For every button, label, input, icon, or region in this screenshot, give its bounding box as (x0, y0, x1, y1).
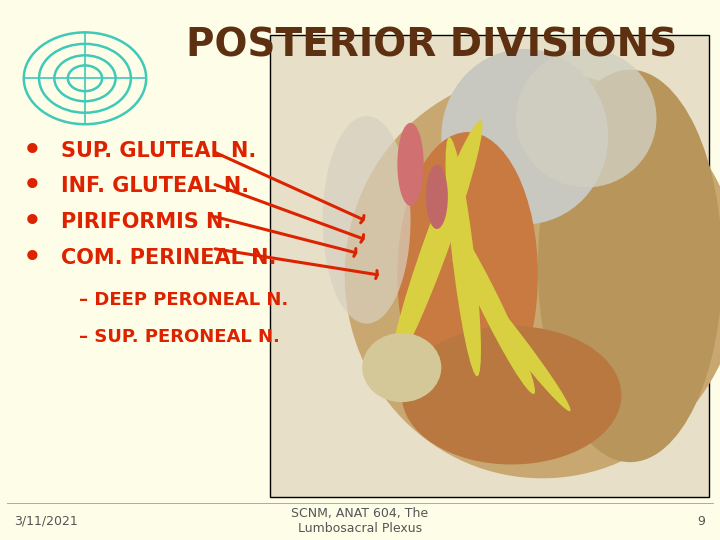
Text: •: • (23, 137, 42, 165)
Ellipse shape (446, 137, 481, 376)
Text: SUP. GLUTEAL N.: SUP. GLUTEAL N. (61, 141, 256, 161)
Ellipse shape (397, 123, 423, 206)
Ellipse shape (345, 72, 720, 478)
Text: INF. GLUTEAL N.: INF. GLUTEAL N. (61, 176, 249, 197)
Text: •: • (23, 244, 42, 272)
Text: PIRIFORMIS N.: PIRIFORMIS N. (61, 212, 231, 233)
Ellipse shape (391, 120, 482, 366)
Ellipse shape (441, 49, 608, 225)
Ellipse shape (444, 212, 535, 394)
Ellipse shape (453, 259, 570, 411)
Ellipse shape (323, 116, 410, 323)
Text: SCNM, ANAT 604, The
Lumbosacral Plexus: SCNM, ANAT 604, The Lumbosacral Plexus (292, 507, 428, 535)
Text: 9: 9 (698, 515, 706, 528)
Text: •: • (23, 208, 42, 237)
Text: POSTERIOR DIVISIONS: POSTERIOR DIVISIONS (186, 27, 678, 65)
Text: 3/11/2021: 3/11/2021 (14, 515, 78, 528)
Text: – SUP. PERONEAL N.: – SUP. PERONEAL N. (79, 328, 280, 347)
Text: •: • (23, 172, 42, 200)
Text: – DEEP PERONEAL N.: – DEEP PERONEAL N. (79, 291, 289, 309)
Ellipse shape (538, 70, 720, 462)
Ellipse shape (397, 132, 538, 418)
Ellipse shape (402, 326, 621, 464)
Ellipse shape (516, 49, 657, 187)
Ellipse shape (426, 164, 448, 229)
Text: COM. PERINEAL N.: COM. PERINEAL N. (61, 248, 276, 268)
FancyBboxPatch shape (270, 35, 709, 497)
Ellipse shape (362, 333, 441, 402)
